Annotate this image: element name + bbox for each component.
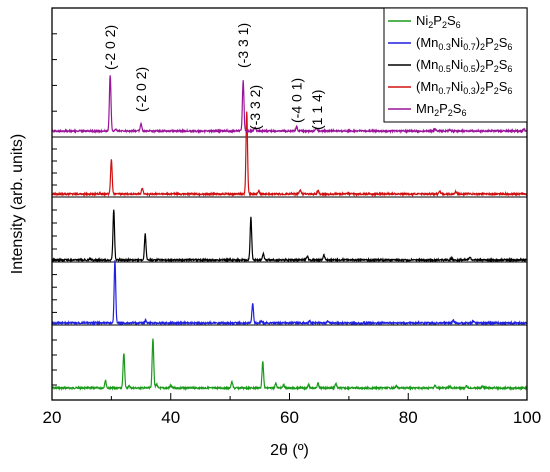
- panel-dividers: [52, 136, 527, 326]
- series-line-2: [51, 260, 528, 327]
- legend: Ni2P2S6 (Mn0.3Ni0.7)2P2S6 (Mn0.5Ni0.5)2P2S…: [383, 7, 528, 123]
- series-line-3: [51, 209, 528, 264]
- x-tick-label: 40: [161, 408, 180, 427]
- series-line-1: [51, 338, 528, 392]
- x-tick-label: 20: [43, 408, 62, 427]
- x-tick-label: 80: [399, 408, 418, 427]
- peak-label: (-2 0 2): [133, 67, 149, 112]
- peak-label: (-4 0 1): [289, 78, 305, 123]
- legend-entry: (Mn0.5Ni0.5)2P2S6: [416, 57, 512, 74]
- legend-entry: Ni2P2S6: [416, 13, 461, 30]
- diffraction-curves: [51, 75, 528, 392]
- series-line-5: [51, 75, 528, 135]
- x-tick-labels: 20 40 60 80 100: [43, 408, 542, 427]
- x-axis-label: 2θ (º): [270, 442, 309, 459]
- legend-entry: (Mn0.3Ni0.7)2P2S6: [416, 35, 512, 52]
- legend-entry: (Mn0.7Ni0.3)2P2S6: [416, 79, 512, 96]
- y-axis-label: Intensity (arb. units): [9, 134, 26, 275]
- plot-frame: [51, 7, 528, 401]
- peak-label: (1 1 4): [309, 90, 325, 130]
- series-line-4: [51, 111, 528, 198]
- legend-entry: Mn2P2S6: [416, 101, 466, 118]
- peak-label: (-2 0 2): [102, 25, 118, 70]
- x-tick-label: 60: [280, 408, 299, 427]
- peak-label: (-3 3 2): [247, 85, 263, 130]
- peak-label: (-3 3 1): [235, 23, 251, 68]
- peak-annotations: (-2 0 2) (-2 0 2) (-3 3 1) (-3 3 2) (-4 0 1)…: [102, 23, 325, 130]
- x-tick-label: 100: [513, 408, 541, 427]
